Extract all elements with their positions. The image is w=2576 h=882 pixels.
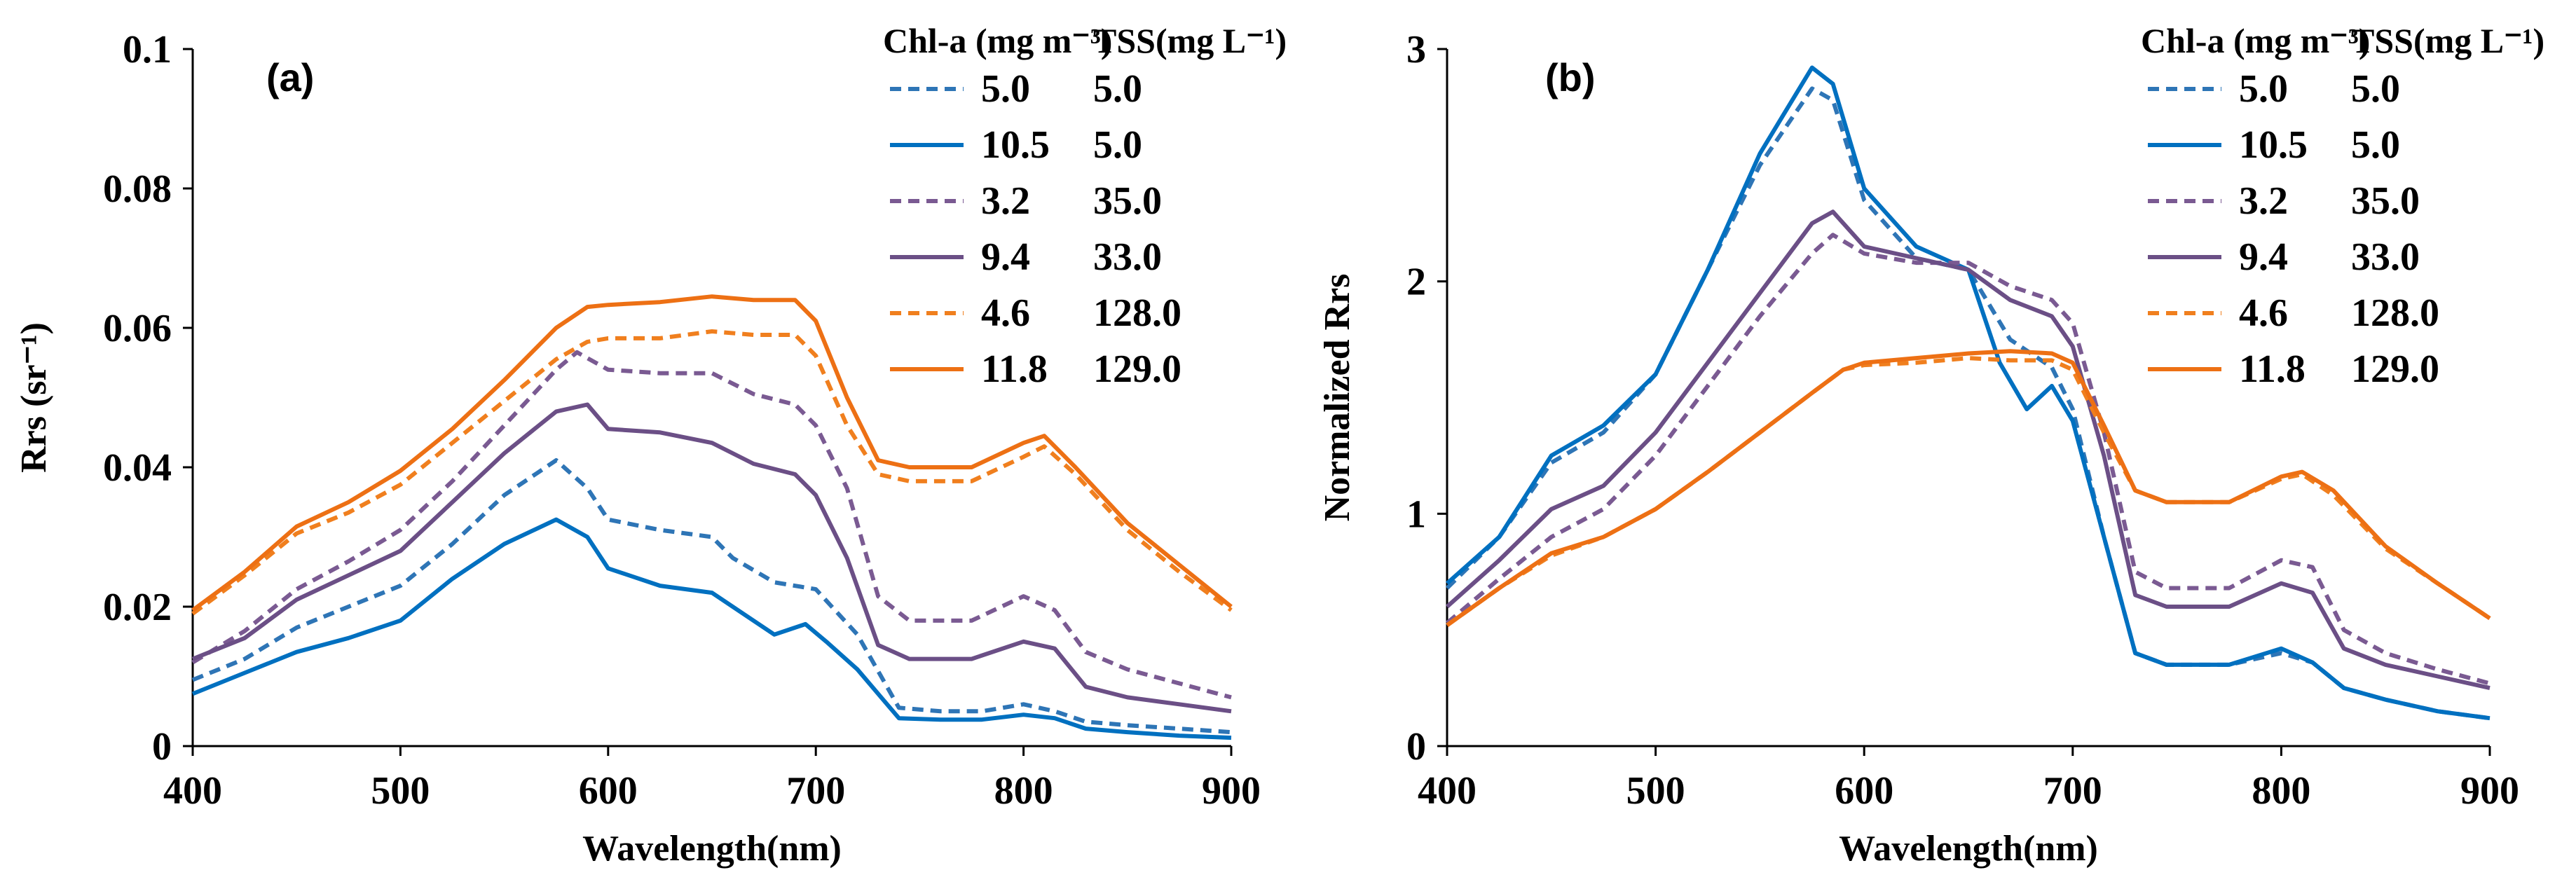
y-tick-label: 0.04 — [103, 446, 172, 490]
x-tick-label: 900 — [2460, 769, 2519, 813]
series-line-3 — [191, 402, 1232, 714]
x-axis-label: Wavelength(nm) — [582, 829, 842, 869]
x-tick-label: 400 — [1418, 769, 1477, 813]
legend-tss-value: 5.0 — [1093, 123, 1142, 167]
x-tick-label: 900 — [1202, 769, 1261, 813]
panel-label: (a) — [266, 55, 314, 99]
series-line-4 — [191, 329, 1233, 616]
series-line-3 — [1446, 209, 2491, 691]
legend-tss-value: 35.0 — [1093, 179, 1162, 223]
legend-chl-value: 9.4 — [981, 235, 1030, 279]
y-axis-label: Normalized Rrs — [1317, 274, 1357, 522]
panel-label: (b) — [1545, 55, 1596, 99]
x-tick-label: 400 — [163, 769, 222, 813]
legend-tss-value: 35.0 — [2351, 179, 2420, 223]
chart-panel-a: 0 0.02 0.04 0.06 0.08 0.1 400 500 600 700 800 900 Wa… — [14, 21, 1287, 869]
series-line-0 — [191, 458, 1232, 735]
x-tick-label: 700 — [786, 769, 845, 813]
series-line-5 — [1446, 349, 2491, 627]
y-tick-label: 3 — [1406, 28, 1426, 71]
x-tick-label: 500 — [1626, 769, 1685, 813]
y-axis-label: Rrs (sr⁻¹) — [14, 322, 54, 473]
legend: Chl-a (mg m⁻³)TSS(mg L⁻¹) 5.0 5.0 10.5 5.0 3.… — [2141, 21, 2544, 391]
y-tick-label: 0 — [152, 725, 172, 769]
y-tick-label: 0.1 — [123, 28, 172, 71]
legend-header-tss: TSS(mg L⁻¹) — [1093, 21, 1287, 60]
series-line-1 — [1446, 65, 2491, 721]
y-tick-label: 0.06 — [103, 307, 172, 350]
legend-tss-value: 5.0 — [2351, 123, 2400, 167]
legend-chl-value: 9.4 — [2239, 235, 2288, 279]
legend-chl-value: 5.0 — [2239, 67, 2288, 111]
x-tick-label: 700 — [2043, 769, 2102, 813]
legend-chl-value: 4.6 — [981, 291, 1030, 335]
legend-header-chl: Chl-a (mg m⁻³) — [883, 21, 1112, 60]
x-tick-label: 500 — [371, 769, 430, 813]
y-tick-label: 2 — [1406, 261, 1426, 304]
x-tick-label: 800 — [994, 769, 1053, 813]
legend-chl-value: 10.5 — [2239, 123, 2308, 167]
series-line-1 — [191, 517, 1232, 740]
legend-chl-value: 11.8 — [981, 347, 1048, 391]
legend-tss-value: 33.0 — [2351, 235, 2420, 279]
y-tick-label: 0.02 — [103, 586, 172, 629]
legend-header-chl: Chl-a (mg m⁻³) — [2141, 21, 2370, 60]
legend-tss-value: 129.0 — [1093, 347, 1181, 391]
legend-chl-value: 3.2 — [981, 179, 1030, 223]
legend-chl-value: 5.0 — [981, 67, 1030, 111]
series-line-0 — [1445, 86, 2491, 721]
y-tick-label: 0 — [1406, 725, 1426, 769]
series-line-2 — [191, 350, 1232, 700]
x-tick-label: 800 — [2252, 769, 2310, 813]
series-line-5 — [191, 294, 1233, 612]
legend-tss-value: 5.0 — [2351, 67, 2400, 111]
y-tick-label: 1 — [1406, 492, 1426, 536]
legend-chl-value: 10.5 — [981, 123, 1050, 167]
legend-header-tss: TSS(mg L⁻¹) — [2351, 21, 2544, 60]
legend-tss-value: 128.0 — [2351, 291, 2439, 335]
legend-chl-value: 11.8 — [2239, 347, 2306, 391]
legend-chl-value: 4.6 — [2239, 291, 2288, 335]
x-axis-label: Wavelength(nm) — [1839, 829, 2098, 869]
legend-tss-value: 128.0 — [1093, 291, 1181, 335]
legend-tss-value: 129.0 — [2351, 347, 2439, 391]
y-tick-label: 0.08 — [103, 167, 172, 211]
legend-tss-value: 33.0 — [1093, 235, 1162, 279]
series-line-2 — [1446, 233, 2491, 686]
legend-chl-value: 3.2 — [2239, 179, 2288, 223]
x-tick-label: 600 — [579, 769, 638, 813]
chart-panel-b: 0 1 2 3 400 500 600 700 800 900 Wavelength(nm) Norm… — [1317, 21, 2544, 869]
legend-tss-value: 5.0 — [1093, 67, 1142, 111]
x-tick-label: 600 — [1835, 769, 1893, 813]
legend: Chl-a (mg m⁻³)TSS(mg L⁻¹) 5.0 5.0 10.5 5.0 3.… — [883, 21, 1287, 391]
